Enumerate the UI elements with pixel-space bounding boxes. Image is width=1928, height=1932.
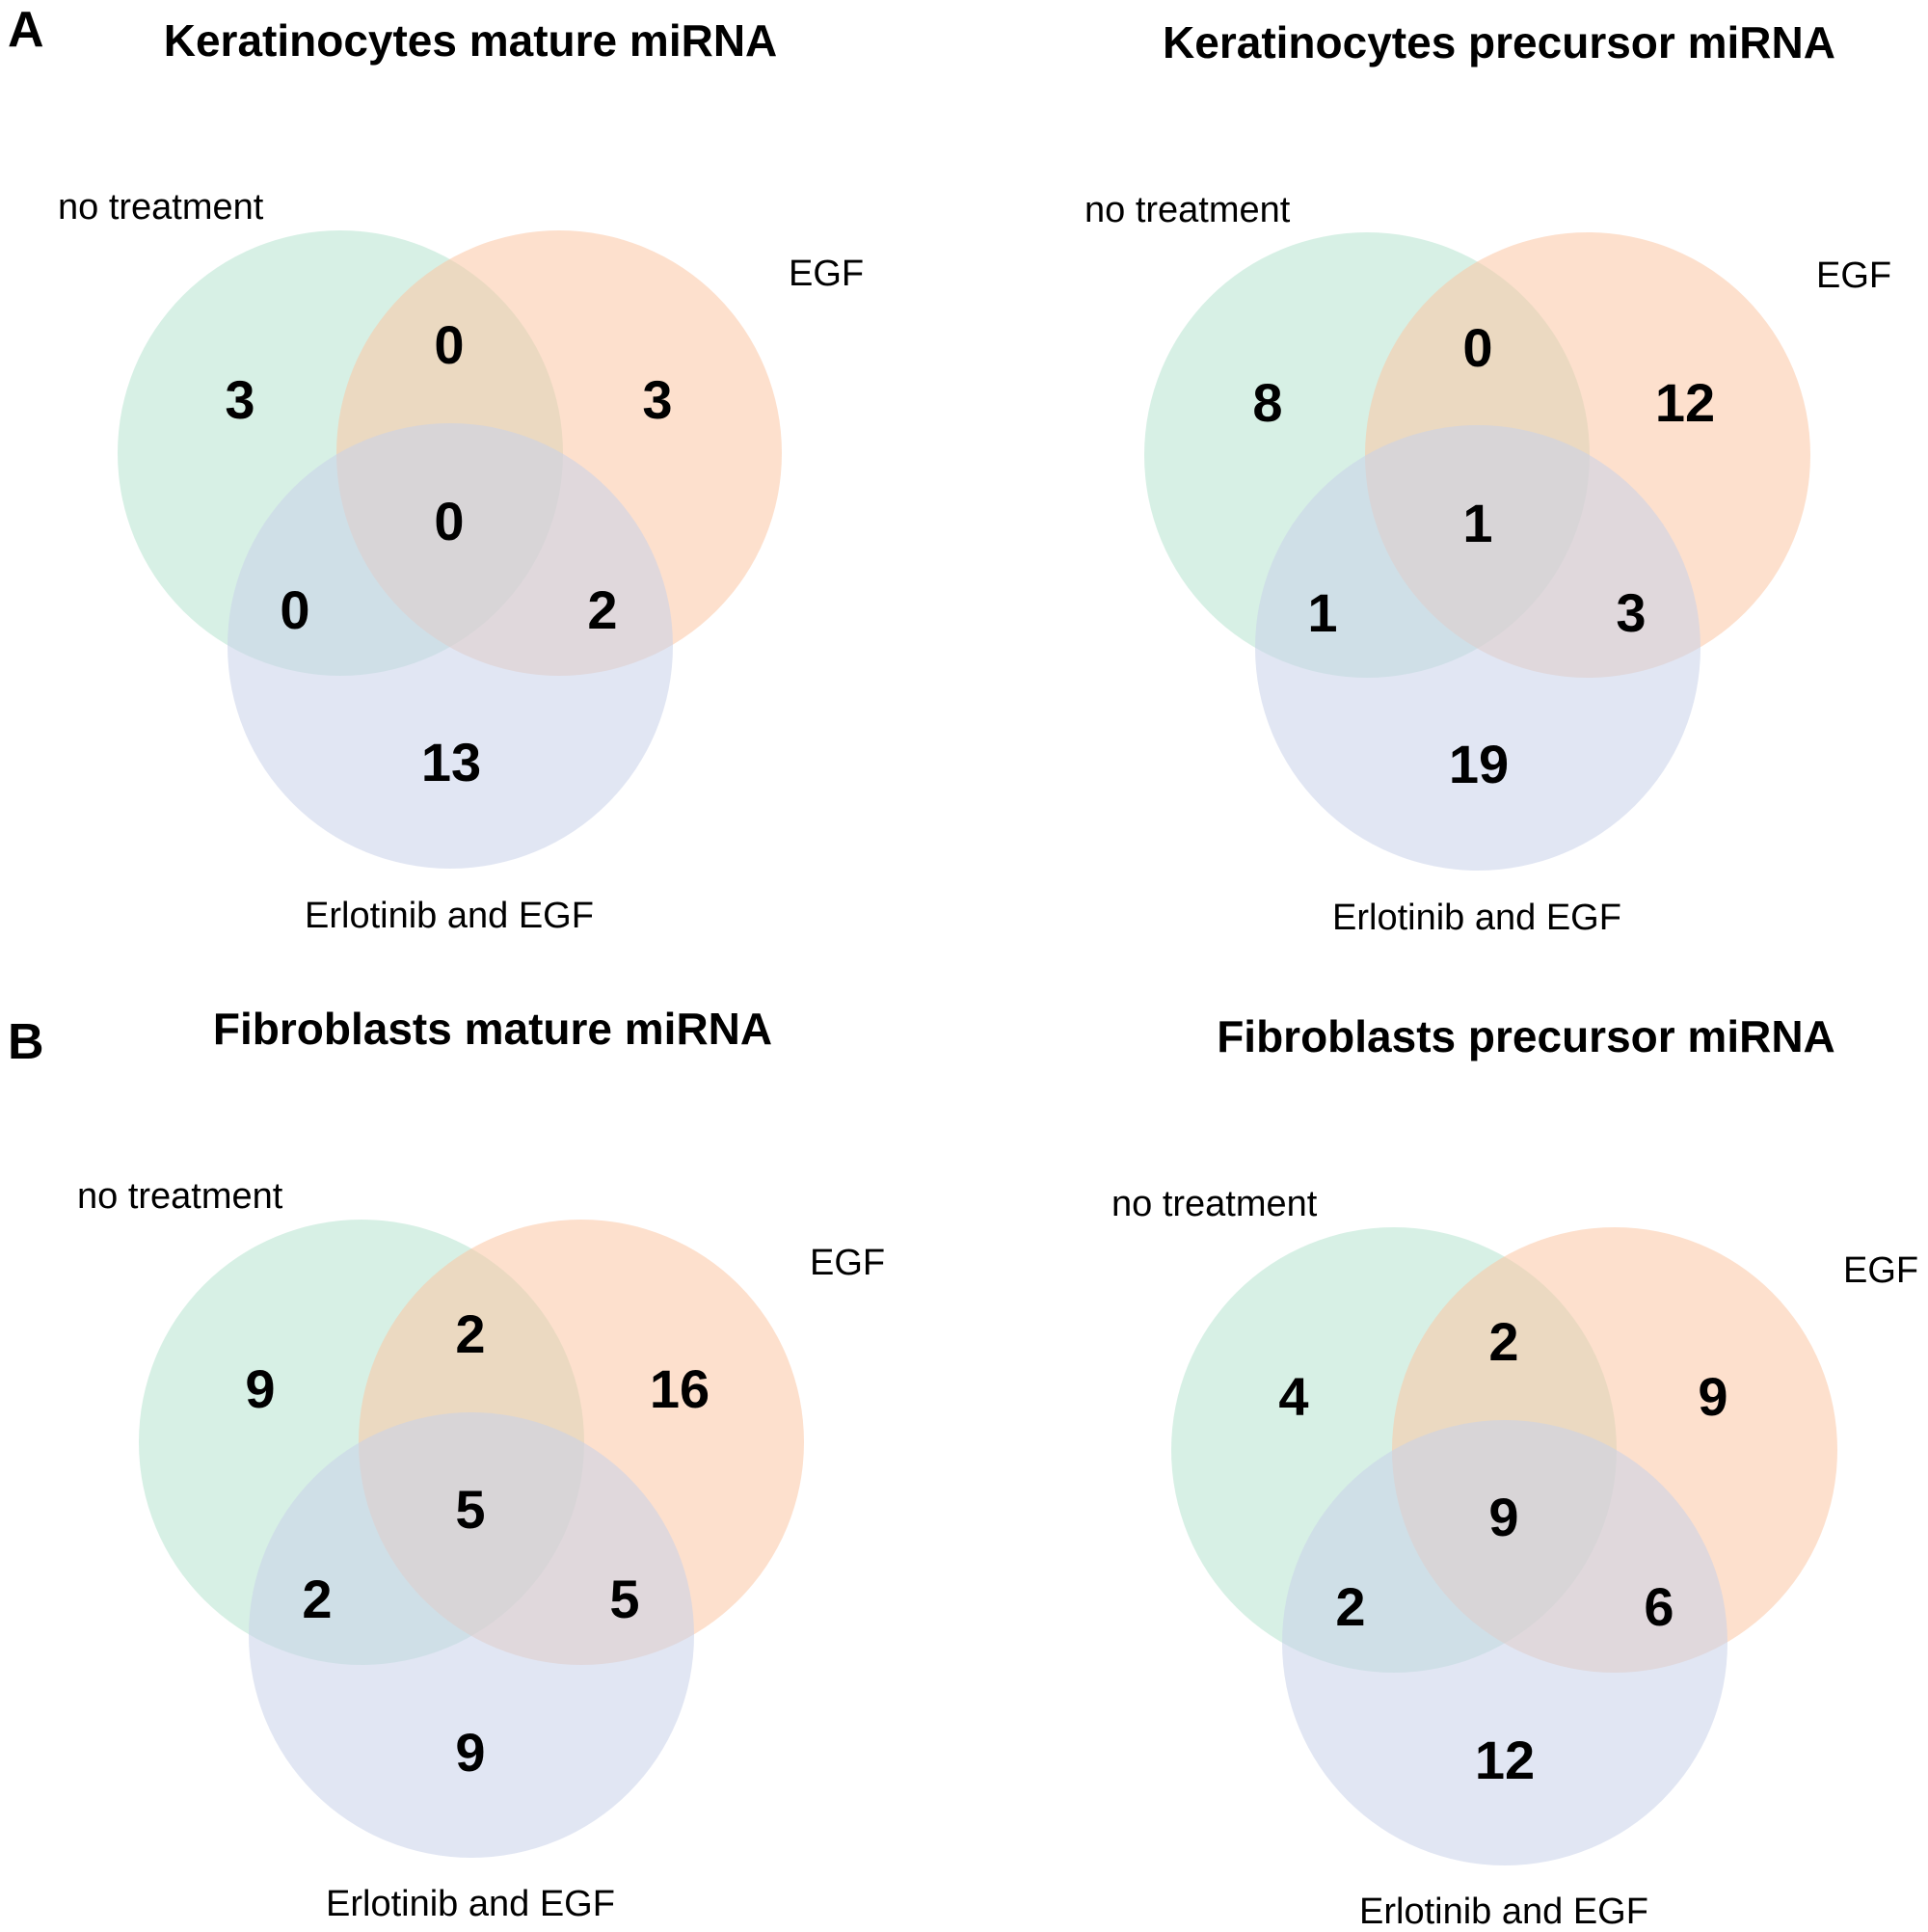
count-egf-and-erlotinib-egf: 3 [1616,582,1646,643]
set-label-no-treatment: no treatment [58,187,264,228]
set-label-erlotinib-egf: Erlotinib and EGF [1359,1892,1648,1932]
count-egf-only: 3 [642,369,672,430]
set-label-egf: EGF [1843,1250,1918,1291]
count-all-three: 5 [455,1479,485,1540]
set-label-egf: EGF [789,254,864,294]
count-all-three: 1 [1462,493,1492,553]
count-egf-and-erlotinib-egf: 2 [587,579,617,640]
count-no-treatment-and-erlotinib-egf: 2 [302,1569,332,1629]
venn-title: Keratinocytes precursor miRNA [1163,17,1835,67]
count-no-treatment-and-erlotinib-egf: 1 [1307,582,1337,643]
count-erlotinib-egf-only: 19 [1449,734,1509,794]
set-label-no-treatment: no treatment [1084,190,1291,230]
count-erlotinib-egf-only: 9 [455,1722,485,1783]
set-label-egf: EGF [810,1243,885,1283]
count-no-treatment-and-egf: 0 [434,314,464,375]
set-label-erlotinib-egf: Erlotinib and EGF [305,896,594,936]
venn-fibroblasts-mature: Fibroblasts mature miRNA no treatment EG… [77,1004,885,1924]
set-label-egf: EGF [1816,255,1891,296]
count-no-treatment-and-erlotinib-egf: 2 [1335,1576,1365,1637]
set-circle-erlotinib-egf [228,423,673,869]
count-egf-and-erlotinib-egf: 5 [609,1569,639,1629]
count-all-three: 9 [1488,1487,1518,1547]
count-no-treatment-only: 3 [225,369,254,430]
count-egf-only: 9 [1698,1366,1727,1427]
count-no-treatment-only: 8 [1252,372,1282,433]
panel-label-b: B [8,1014,44,1070]
count-no-treatment-and-egf: 2 [455,1303,485,1364]
venn-keratinocytes-precursor: Keratinocytes precursor miRNA no treatme… [1084,17,1891,938]
count-no-treatment-and-egf: 0 [1462,317,1492,378]
venn-title: Fibroblasts mature miRNA [213,1004,772,1054]
set-circle-erlotinib-egf [1255,425,1700,871]
count-all-three: 0 [434,491,464,551]
count-erlotinib-egf-only: 13 [421,732,481,792]
count-no-treatment-only: 9 [245,1358,275,1419]
count-no-treatment-and-egf: 2 [1488,1311,1518,1372]
count-egf-and-erlotinib-egf: 6 [1644,1576,1674,1637]
set-label-erlotinib-egf: Erlotinib and EGF [1332,898,1621,938]
count-egf-only: 16 [650,1358,710,1419]
set-label-no-treatment: no treatment [1111,1184,1318,1224]
venn-title: Keratinocytes mature miRNA [164,15,778,66]
count-no-treatment-and-erlotinib-egf: 0 [280,579,309,640]
venn-title: Fibroblasts precursor miRNA [1217,1011,1835,1061]
set-label-no-treatment: no treatment [77,1176,283,1217]
count-no-treatment-only: 4 [1278,1366,1308,1427]
venn-fibroblasts-precursor: Fibroblasts precursor miRNA no treatment… [1111,1011,1918,1932]
count-egf-only: 12 [1655,372,1715,433]
set-circle-erlotinib-egf [249,1412,694,1858]
set-circle-erlotinib-egf [1282,1420,1727,1865]
venn-keratinocytes-mature: Keratinocytes mature miRNA no treatment … [58,15,864,936]
count-erlotinib-egf-only: 12 [1475,1730,1535,1790]
set-label-erlotinib-egf: Erlotinib and EGF [326,1884,615,1924]
panel-label-a: A [8,2,44,58]
